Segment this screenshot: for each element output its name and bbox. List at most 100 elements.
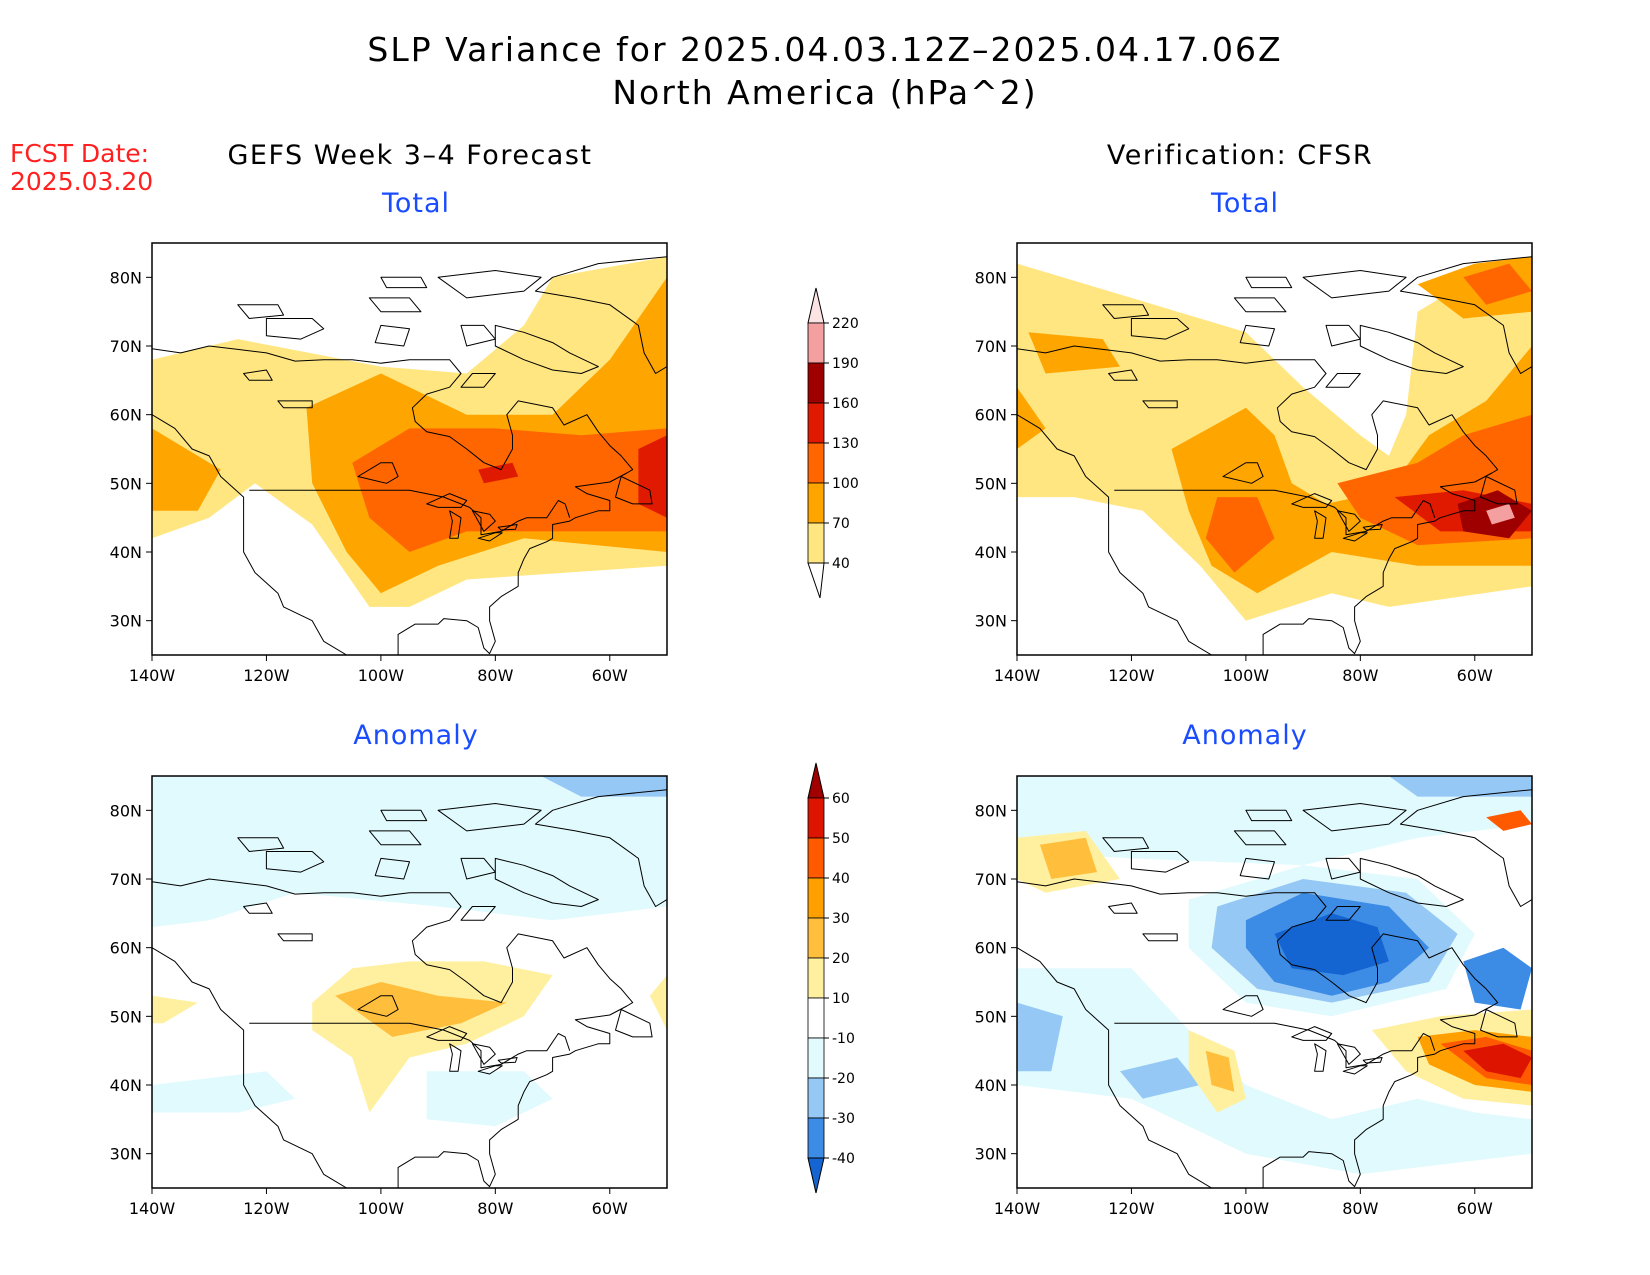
right-column-heading: Verification: CFSR — [1106, 140, 1374, 171]
map-frame — [1016, 242, 1533, 656]
contour-fill-region — [1028, 332, 1120, 374]
island-coastline — [460, 373, 496, 388]
lon-tick-label: 100W — [358, 666, 405, 685]
contour-fill-region — [1017, 968, 1532, 1175]
lat-tick-label: 40N — [975, 1076, 1007, 1095]
colorbar-segment — [807, 442, 825, 484]
island-coastline — [1480, 476, 1518, 505]
lat-tick-label: 30N — [975, 1145, 1007, 1164]
lat-tick-label: 60N — [110, 939, 142, 958]
coastline — [152, 878, 634, 1188]
island-coastline — [1325, 906, 1361, 921]
contour-fill-region — [1017, 1002, 1063, 1072]
greenland-coastline — [1399, 256, 1532, 374]
colorbar-segment — [807, 957, 825, 999]
lon-tick-label: 80W — [477, 666, 513, 685]
lat-tick-label: 80N — [975, 801, 1007, 820]
anomaly-colorbar: -40 -30 -20 -10 10 20 30 40 50 60 — [807, 762, 855, 1194]
lat-tick-label: 70N — [110, 337, 142, 356]
lake-outline — [277, 400, 313, 409]
lake-outline — [1336, 1043, 1361, 1065]
lake-outline — [471, 1043, 496, 1065]
lat-tick-label: 30N — [110, 612, 142, 631]
colorbar-label: 220 — [832, 316, 859, 332]
colorbar-segment — [807, 362, 825, 404]
lon-tick-label: 100W — [358, 1199, 405, 1218]
lake-outline — [1291, 493, 1333, 508]
contour-fill-region — [1274, 913, 1389, 976]
colorbar-label: -10 — [832, 1031, 855, 1047]
contour-fill-region — [152, 995, 198, 1024]
island-coastline — [1325, 857, 1361, 880]
colorbar-extend-bottom — [807, 1157, 825, 1194]
colorbar-label: 130 — [832, 436, 859, 452]
contour-fill-region — [1463, 1043, 1532, 1079]
contour-fill-region — [1120, 1057, 1201, 1099]
colorbar-segment — [807, 482, 825, 524]
contour-fill-region — [1205, 497, 1275, 573]
colorbar-extend-top — [807, 762, 825, 799]
colorbar-label: 40 — [832, 556, 850, 572]
lon-tick-label: 80W — [1342, 666, 1378, 685]
lake-outline — [243, 369, 273, 381]
lon-tick-label: 120W — [1108, 1199, 1155, 1218]
colorbar-segment — [807, 402, 825, 444]
lon-tick-label: 60W — [1457, 1199, 1493, 1218]
left-column-heading: GEFS Week 3–4 Forecast — [227, 140, 593, 171]
island-coastline — [1302, 270, 1407, 299]
lat-tick-label: 70N — [110, 870, 142, 889]
lake-outline — [357, 462, 399, 484]
main-title: SLP Variance for 2025.04.03.12Z–2025.04.… — [367, 30, 1283, 69]
lon-tick-label: 140W — [129, 1199, 176, 1218]
lon-tick-label: 120W — [1108, 666, 1155, 685]
lat-tick-label: 50N — [110, 474, 142, 493]
colorbar-segment — [807, 917, 825, 959]
island-coastline — [1325, 324, 1361, 347]
coastline — [1017, 345, 1499, 655]
contour-fill-region — [1486, 503, 1515, 525]
island-coastline — [374, 857, 410, 880]
lake-outline — [1336, 510, 1361, 532]
colorbar-segment — [807, 522, 825, 564]
lake-outline — [1222, 462, 1264, 484]
contour-fill-region — [1388, 776, 1532, 797]
colorbar-segment — [807, 1077, 825, 1119]
colorbar-label: 30 — [832, 911, 850, 927]
island-coastline — [237, 837, 285, 852]
map-frame — [151, 242, 668, 656]
lat-tick-label: 80N — [110, 801, 142, 820]
colorbar-segment — [807, 797, 825, 839]
lat-tick-label: 30N — [110, 1145, 142, 1164]
lat-tick-label: 40N — [110, 1076, 142, 1095]
contour-fill-region — [638, 435, 667, 518]
colorbar-segment — [807, 997, 825, 1039]
lake-outline — [426, 1026, 468, 1041]
lake-outline — [477, 532, 503, 542]
lake-outline — [426, 493, 468, 508]
greenland-coastline — [534, 256, 667, 374]
island-coastline — [237, 304, 285, 319]
lon-tick-label: 100W — [1223, 666, 1270, 685]
island-coastline — [437, 270, 542, 299]
lake-outline — [1108, 902, 1138, 914]
lake-outline — [277, 933, 313, 942]
colorbar-segment — [807, 322, 825, 364]
coastline — [152, 345, 634, 655]
island-coastline — [1102, 304, 1150, 319]
island-coastline — [460, 324, 496, 347]
contour-fill-region — [1039, 837, 1098, 879]
lon-tick-label: 140W — [129, 666, 176, 685]
contour-fill-region — [152, 1071, 296, 1113]
colorbar-segment — [807, 837, 825, 879]
lon-tick-label: 60W — [1457, 666, 1493, 685]
lat-tick-label: 50N — [975, 1007, 1007, 1026]
island-coastline — [1359, 857, 1464, 907]
us-canada-border — [1114, 1022, 1436, 1069]
lat-tick-label: 50N — [975, 474, 1007, 493]
panel-title-gefs-anomaly: Anomaly — [353, 720, 479, 751]
lon-tick-label: 80W — [477, 1199, 513, 1218]
lat-tick-label: 60N — [975, 406, 1007, 425]
panel-title-gefs-total: Total — [381, 188, 451, 219]
map-frame — [1016, 775, 1533, 1189]
colorbar-segment — [807, 1117, 825, 1159]
